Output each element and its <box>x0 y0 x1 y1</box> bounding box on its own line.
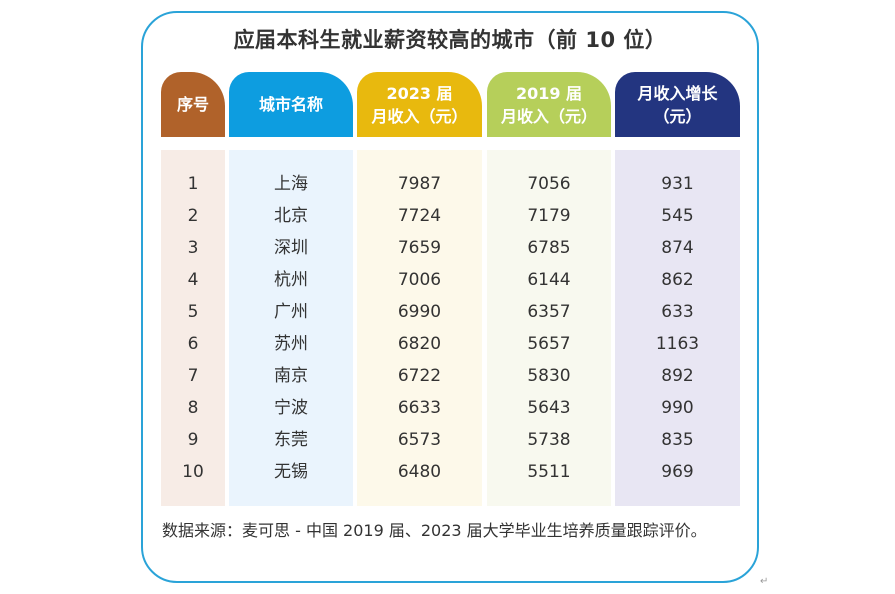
table-cell-income-2023: 7987 <box>397 174 442 194</box>
table-cell-income-2019: 6357 <box>527 302 571 322</box>
header-income-2023: 2023 届 月收入（元） <box>357 72 482 137</box>
table-cell-index: 10 <box>182 462 204 482</box>
table-cell-city: 深圳 <box>274 238 308 258</box>
table-cell-index: 3 <box>187 238 199 258</box>
header-growth: 月收入增长 （元） <box>615 72 740 137</box>
table-cell-city: 北京 <box>274 206 308 226</box>
table-cell-income-2019: 7179 <box>527 206 571 226</box>
table-cell-income-2019: 7056 <box>527 174 571 194</box>
header-income-2019: 2019 届 月收入（元） <box>487 72 611 137</box>
table-cell-growth: 969 <box>661 462 694 482</box>
table-cell-city: 杭州 <box>274 270 308 290</box>
column-city: 上海北京深圳杭州广州苏州南京宁波东莞无锡 <box>229 150 353 506</box>
header-income-2023-line2: 月收入（元） <box>371 106 468 126</box>
page-title: 应届本科生就业薪资较高的城市（前 10 位） <box>233 28 667 52</box>
column-growth: 931 545 874 862 633 1163 892 990 835 969 <box>615 150 740 506</box>
header-city: 城市名称 <box>229 72 353 137</box>
table-cell-income-2023: 6990 <box>397 302 442 322</box>
table-cell-income-2019: 6144 <box>527 270 571 290</box>
table-cell-income-2023: 6573 <box>397 430 442 450</box>
table-cell-income-2019: 5657 <box>527 334 571 354</box>
table-cell-index: 9 <box>187 430 199 450</box>
return-mark: ↵ <box>760 576 769 587</box>
table-cell-growth: 874 <box>661 238 694 258</box>
table-cell-index: 1 <box>187 174 199 194</box>
table-cell-index: 6 <box>187 334 199 354</box>
table-cell-income-2023: 6722 <box>397 366 442 386</box>
table-cell-income-2023: 6820 <box>397 334 442 354</box>
table-cell-city: 无锡 <box>274 462 308 482</box>
table-cell-city: 上海 <box>274 174 308 194</box>
table-cell-income-2019: 5511 <box>527 462 571 482</box>
table-cell-income-2023: 6633 <box>397 398 442 418</box>
table-cell-city: 广州 <box>274 302 308 322</box>
column-income-2023: 7987 7724 7659 7006 6990 6820 6722 6633 6573 6480 <box>357 150 482 506</box>
table-cell-index: 8 <box>187 398 199 418</box>
table-cell-city: 南京 <box>274 366 308 386</box>
table-cell-growth: 990 <box>661 398 694 418</box>
table-cell-index: 2 <box>187 206 199 226</box>
column-income-2019: 7056 7179 6785 6144 6357 5657 5830 5643 5738 5511 <box>487 150 611 506</box>
table-cell-index: 7 <box>187 366 199 386</box>
table-cell-growth: 931 <box>661 174 694 194</box>
table-cell-income-2019: 5830 <box>527 366 571 386</box>
header-income-2019-line1: 2019 届 <box>515 83 583 103</box>
header-city-label: 城市名称 <box>258 95 323 114</box>
table-cell-growth: 545 <box>661 206 694 226</box>
header-growth-line1: 月收入增长 <box>637 83 718 103</box>
table-cell-income-2023: 6480 <box>397 462 442 482</box>
table-cell-city: 苏州 <box>274 334 308 354</box>
data-source-note: 数据来源：麦可思 - 中国 2019 届、2023 届大学毕业生培养质量跟踪评价… <box>162 521 707 540</box>
table-cell-growth: 633 <box>661 302 694 322</box>
table-cell-income-2019: 5738 <box>527 430 571 450</box>
table-cell-income-2023: 7006 <box>397 270 442 290</box>
header-income-2019-line2: 月收入（元） <box>500 106 597 126</box>
table-cell-growth: 1163 <box>655 334 700 354</box>
table-cell-city: 宁波 <box>274 398 308 418</box>
table-cell-growth: 892 <box>661 366 694 386</box>
header-income-2023-line1: 2023 届 <box>386 83 453 103</box>
column-index: 1 2 3 4 5 6 7 8 9 10 <box>161 150 225 506</box>
table-cell-index: 4 <box>187 270 199 290</box>
table-cell-growth: 862 <box>661 270 694 290</box>
table-cell-city: 东莞 <box>274 430 308 450</box>
header-index-label: 序号 <box>176 95 209 114</box>
table-cell-income-2023: 7724 <box>397 206 442 226</box>
table-cell-income-2023: 7659 <box>397 238 442 258</box>
table-cell-growth: 835 <box>661 430 694 450</box>
table-cell-income-2019: 5643 <box>527 398 571 418</box>
header-index: 序号 <box>161 72 225 137</box>
table-cell-income-2019: 6785 <box>527 238 571 258</box>
table-cell-index: 5 <box>187 302 199 322</box>
header-growth-line2: （元） <box>653 106 702 126</box>
